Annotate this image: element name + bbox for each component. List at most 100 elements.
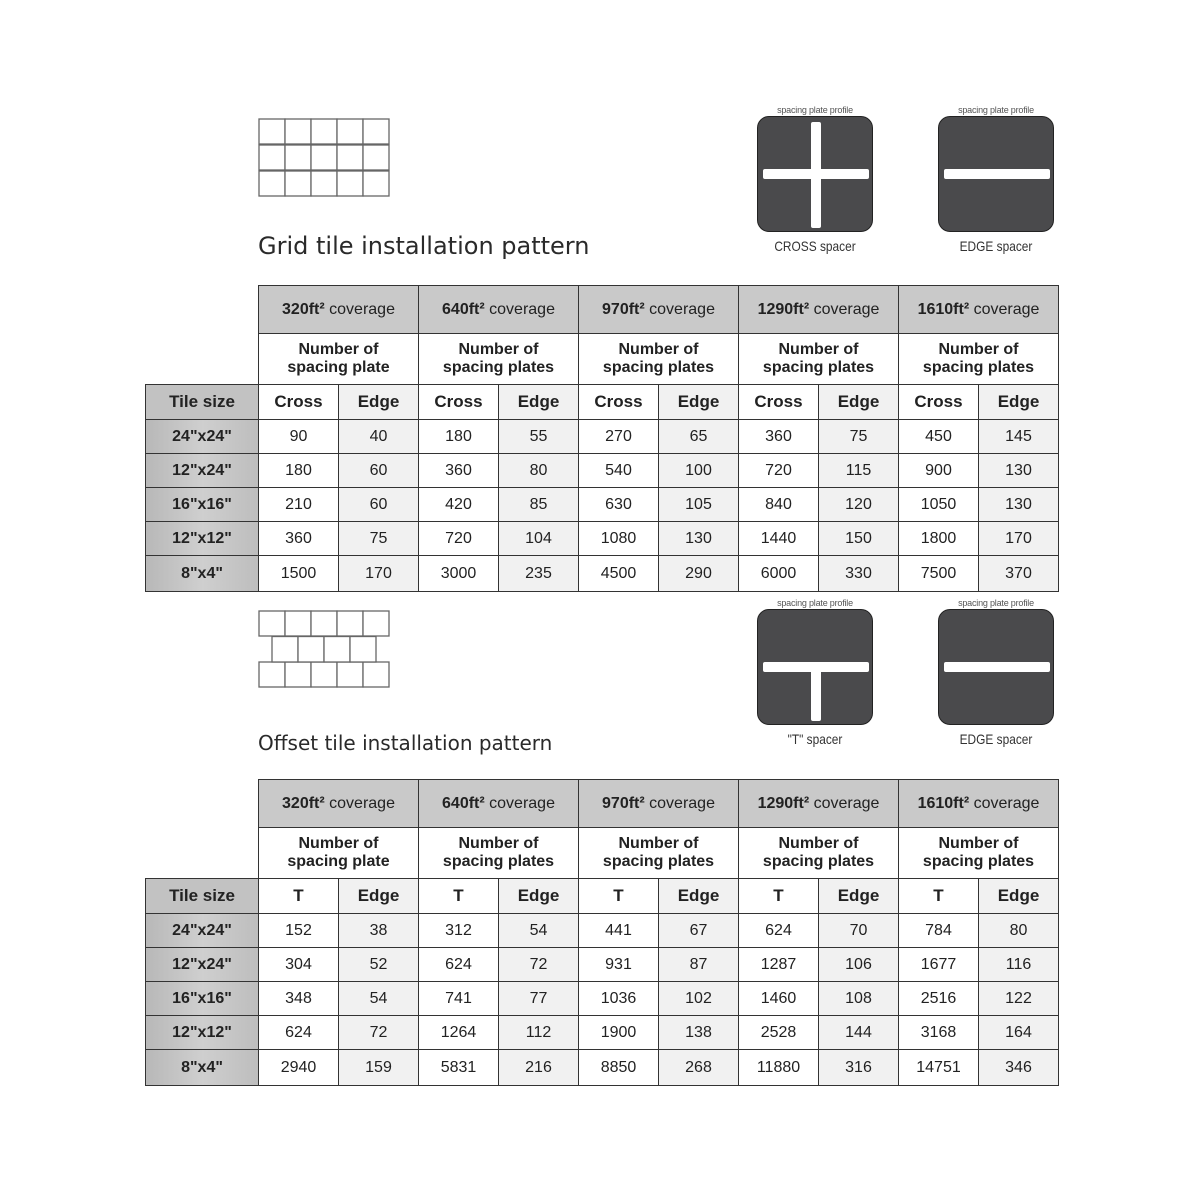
subheader-line: spacing plates [922,853,1035,870]
coverage-area: 320ft² [282,794,325,812]
plate-count-cell: 1677 [898,947,979,982]
plate-count-cell: 2940 [258,1049,339,1086]
plate-count-cell: 60 [338,453,419,488]
plate-count-cell: 3000 [418,555,499,592]
tile-shape [310,118,338,145]
plate-count-cell: 77 [498,981,579,1016]
edge-spacer-icon [938,609,1054,725]
plate-count-cell: 630 [578,487,659,522]
tile-shape [349,635,377,663]
plate-count-cell: 441 [578,913,659,948]
table-row: 12"x24" 180 60 360 80 540 100 720 115 900 130 [145,453,1059,488]
plate-count-cell: 90 [258,419,339,454]
subheader-line: Number of [618,835,699,852]
tile-shape [336,144,364,171]
plate-count-cell: 1080 [578,521,659,556]
plate-count-cell: 115 [818,453,899,488]
t-spacer-figure: spacing plate profile "T" spacer [755,597,875,747]
primary-column-header: Cross [898,384,979,420]
plate-slot [811,662,821,721]
plate-count-cell: 105 [658,487,739,522]
plate-count-cell: 290 [658,555,739,592]
plate-count-cell: 720 [418,521,499,556]
plate-count-cell: 346 [978,1049,1059,1086]
subheader-line: spacing plates [922,359,1035,376]
plate-count-cell: 235 [498,555,579,592]
plate-count-cell: 304 [258,947,339,982]
tile-shape [310,144,338,171]
plate-count-cell: 130 [658,521,739,556]
subheader-line: Number of [938,835,1019,852]
tile-size-cell: 12"x12" [145,1015,259,1050]
coverage-header: 1290ft² coverage [738,285,899,334]
plate-count-cell: 370 [978,555,1059,592]
plate-count-cell: 2516 [898,981,979,1016]
empty-corner [145,285,259,334]
plate-count-cell: 7500 [898,555,979,592]
plate-count-cell: 210 [258,487,339,522]
number-of-plates-header: Number of spacing plate [258,827,419,879]
subheader-line: Number of [458,835,539,852]
tile-shape [271,635,299,663]
primary-column-header: Cross [258,384,339,420]
coverage-header: 320ft² coverage [258,285,419,334]
empty-corner [145,779,259,828]
plate-count-cell: 360 [738,419,819,454]
plate-count-cell: 1440 [738,521,819,556]
tile-shape [258,661,286,688]
plate-count-cell: 180 [258,453,339,488]
subheader-line: Number of [618,341,699,358]
plate-count-cell: 145 [978,419,1059,454]
plate-count-cell: 1287 [738,947,819,982]
grid-section-title: Grid tile installation pattern [258,232,590,260]
coverage-header: 1290ft² coverage [738,779,899,828]
subheader-row: Number of spacing plate Number of spacing p… [145,333,1059,385]
plate-count-cell: 164 [978,1015,1059,1050]
plate-count-cell: 170 [978,521,1059,556]
tile-shape [258,170,286,197]
tile-shape [336,610,364,637]
table-row: 24"x24" 90 40 180 55 270 65 360 75 450 145 [145,419,1059,454]
tile-shape [336,170,364,197]
primary-column-header: Cross [578,384,659,420]
coverage-header: 970ft² coverage [578,779,739,828]
coverage-header: 1610ft² coverage [898,285,1059,334]
tile-shape [284,610,312,637]
table-row: 24"x24" 152 38 312 54 441 67 624 70 784 80 [145,913,1059,948]
plate-count-cell: 72 [498,947,579,982]
primary-column-header: T [738,878,819,914]
table-row: 8"x4" 1500 170 3000 235 4500 290 6000 330 7500 370 [145,555,1059,592]
plate-count-cell: 120 [818,487,899,522]
plate-count-cell: 54 [338,981,419,1016]
plate-count-cell: 180 [418,419,499,454]
spacing-plate-profile-label: spacing plate profile [777,105,853,115]
primary-column-header: T [258,878,339,914]
plate-count-cell: 5831 [418,1049,499,1086]
plate-count-cell: 900 [898,453,979,488]
number-of-plates-header: Number of spacing plate [258,333,419,385]
tile-shape [362,610,390,637]
tile-shape [310,170,338,197]
coverage-area: 1610ft² [917,300,970,318]
plate-count-cell: 360 [258,521,339,556]
spacing-plate-profile-label: spacing plate profile [958,598,1034,608]
plate-count-cell: 8850 [578,1049,659,1086]
plate-count-cell: 70 [818,913,899,948]
subheader-line: spacing plate [287,359,390,376]
tile-shape [258,118,286,145]
plate-count-cell: 108 [818,981,899,1016]
tile-size-cell: 24"x24" [145,419,259,454]
coverage-area: 970ft² [602,300,645,318]
table-row: 12"x12" 624 72 1264 112 1900 138 2528 144 3168 164 [145,1015,1059,1050]
tile-size-header: Tile size [145,878,259,914]
cross-spacer-icon [757,116,873,232]
subheader-line: spacing plates [762,853,875,870]
tile-shape [310,610,338,637]
plate-count-cell: 540 [578,453,659,488]
table-row: 12"x12" 360 75 720 104 1080 130 1440 150 1800 170 [145,521,1059,556]
subheader-line: Number of [298,835,379,852]
plate-count-cell: 2528 [738,1015,819,1050]
table-row: 16"x16" 348 54 741 77 1036 102 1460 108 2516 122 [145,981,1059,1016]
plate-count-cell: 150 [818,521,899,556]
table-row: 8"x4" 2940 159 5831 216 8850 268 11880 316 14751 3… [145,1049,1059,1086]
